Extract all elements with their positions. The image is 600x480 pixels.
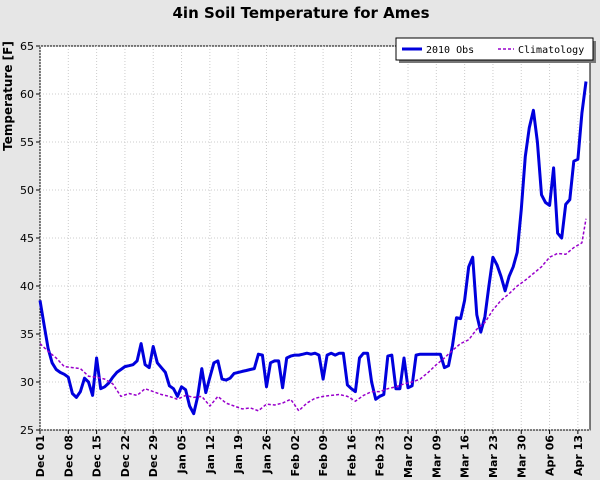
y-tick-label: 45 [20,232,34,245]
y-tick-label: 40 [20,280,34,293]
x-tick-label: Dec 22 [119,435,132,477]
series-line-climatology [39,218,587,412]
x-tick-label: Jan 26 [260,435,273,475]
x-tick-label: Mar 09 [430,435,443,478]
x-tick-label: Mar 02 [402,435,415,478]
series-lines [38,81,588,416]
y-tick-label: 55 [20,136,34,149]
x-tick-label: Dec 15 [91,435,104,477]
legend-box [395,37,594,61]
x-tick-label: Jan 12 [204,435,217,474]
chart-title: 4in Soil Temperature for Ames [173,4,430,22]
x-tick-label: Jan 05 [176,435,189,474]
y-tick-label: 30 [20,376,34,389]
y-tick-label: 35 [20,328,34,341]
x-tick-label: Mar 23 [487,435,500,478]
x-tick-label: Mar 16 [459,435,472,478]
x-tick-label: Feb 02 [289,435,302,477]
x-tick-label: Mar 30 [515,435,528,478]
y-axis-ticks: 25 30 35 40 45 50 55 60 65 [20,40,40,437]
y-tick-label: 25 [20,424,34,437]
x-tick-label: Apr 06 [544,435,557,476]
x-tick-label: Dec 29 [147,435,160,477]
x-tick-label: Feb 23 [374,435,387,477]
series-line-obs [38,81,588,416]
y-axis-label: Temperature [F] [1,41,15,151]
x-tick-label: Feb 09 [317,435,330,477]
x-tick-label: Jan 19 [232,435,245,474]
legend-label-climatology: Climatology [518,45,584,56]
x-tick-label: Apr 13 [572,435,585,476]
x-axis-ticks: Dec 01 Dec 08 Dec 15 Dec 22 Dec 29 Jan 05 Jan … [34,430,585,478]
y-tick-label: 60 [20,88,34,101]
x-tick-label: Feb 16 [345,435,358,477]
y-tick-label: 65 [20,40,34,53]
x-tick-label: Dec 08 [62,435,75,477]
grid-lines [39,45,590,431]
legend: 2010 Obs Climatology [395,37,596,63]
y-tick-label: 50 [20,184,34,197]
plot-area [39,45,591,431]
legend-label-obs: 2010 Obs [426,45,474,56]
x-tick-label: Dec 01 [34,435,47,477]
